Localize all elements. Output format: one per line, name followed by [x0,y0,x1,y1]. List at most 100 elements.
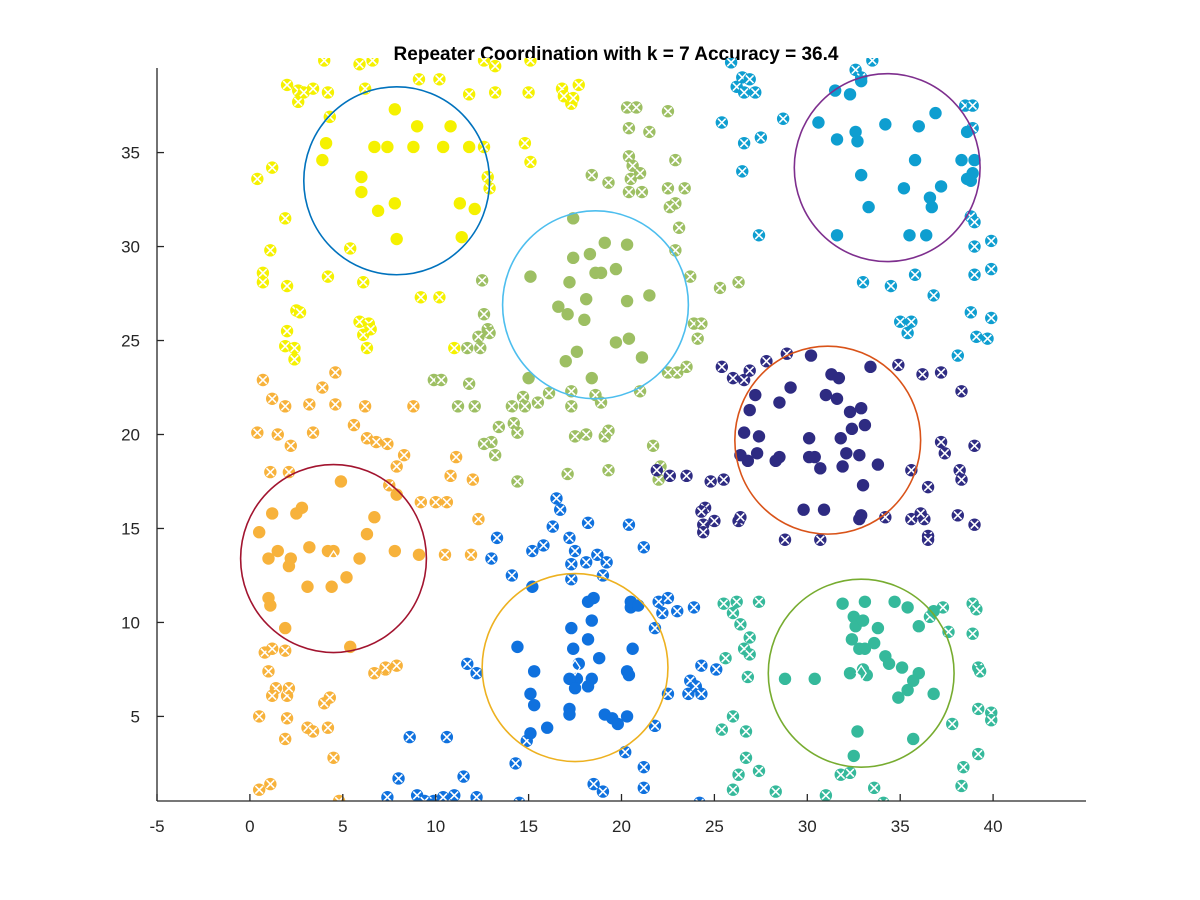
covered-point [468,202,481,216]
covered-point [925,200,938,214]
covered-point [585,371,598,385]
covered-point [840,447,853,460]
covered-point [871,458,885,471]
uncovered-point [602,424,615,437]
uncovered-point [279,339,292,353]
covered-point [895,661,909,674]
uncovered-point [752,229,766,242]
uncovered-point [449,450,463,464]
uncovered-point [293,306,307,319]
covered-point [290,507,303,520]
repeater-range-circle [302,85,491,276]
uncovered-point [633,167,647,180]
covered-point [578,313,591,327]
uncovered-point [553,503,567,516]
uncovered-point [418,794,431,801]
y-tick-label: 15 [121,519,140,538]
covered-point [901,601,914,614]
uncovered-point [843,766,857,780]
uncovered-point [284,439,297,452]
uncovered-point [687,601,701,614]
covered-point [368,140,381,154]
uncovered-point [637,781,650,795]
covered-point [836,460,849,473]
uncovered-point [279,732,292,746]
uncovered-point [819,789,833,801]
covered-point [843,405,857,419]
uncovered-point [743,648,756,661]
covered-point [581,633,595,646]
covered-point [572,657,585,670]
uncovered-point [669,244,682,257]
repeater-range-circle [481,572,669,763]
covered-point [635,351,649,364]
uncovered-point [680,360,693,374]
uncovered-point [620,101,634,114]
plot-area [239,58,998,801]
uncovered-point [693,796,706,801]
uncovered-point [364,323,377,336]
covered-point [271,544,284,558]
uncovered-point [321,270,335,283]
uncovered-point [652,473,665,486]
covered-point [856,614,870,627]
uncovered-point [306,82,320,95]
uncovered-point [392,772,405,785]
uncovered-point [472,512,485,526]
y-tick-label: 10 [121,613,140,632]
uncovered-point [951,349,964,362]
uncovered-point [522,86,535,99]
covered-point [325,580,338,593]
repeater-marker [881,158,893,177]
uncovered-point [468,400,481,413]
uncovered-point [921,480,935,494]
uncovered-point [643,125,656,139]
covered-point [834,432,847,445]
covered-point [390,488,403,501]
covered-point [888,595,901,608]
uncovered-point [505,569,519,582]
x-tick-label: 20 [612,817,631,836]
uncovered-point [739,725,753,738]
repeater-marker [390,172,403,190]
covered-point [812,116,825,129]
uncovered-point [262,665,275,678]
covered-point [381,140,394,154]
uncovered-point [656,606,669,620]
uncovered-point [985,234,998,248]
uncovered-point [316,381,329,394]
covered-point [907,674,920,687]
uncovered-point [968,268,981,281]
uncovered-point [713,281,727,295]
covered-point [368,510,381,524]
uncovered-point [955,473,968,486]
covered-point [262,552,275,565]
uncovered-point [251,172,264,186]
uncovered-point [561,467,574,481]
uncovered-point [550,492,563,505]
covered-point [804,349,818,362]
covered-point [836,597,849,610]
uncovered-point [985,713,998,727]
uncovered-point [470,666,483,680]
uncovered-point [360,341,374,355]
uncovered-point [678,182,691,195]
covered-point [897,182,911,195]
uncovered-point [587,777,600,791]
covered-point [611,717,624,731]
uncovered-point [280,279,294,293]
covered-point [927,604,940,618]
uncovered-point [265,642,279,655]
covered-point [436,140,450,154]
uncovered-point [360,432,374,445]
covered-point [802,450,816,464]
uncovered-point [488,86,502,99]
covered-point [749,388,762,402]
covered-point [854,401,868,415]
uncovered-point [981,332,994,345]
uncovered-point [542,386,556,400]
y-tick-label: 35 [121,144,140,163]
uncovered-point [390,460,403,473]
uncovered-point [736,165,749,178]
